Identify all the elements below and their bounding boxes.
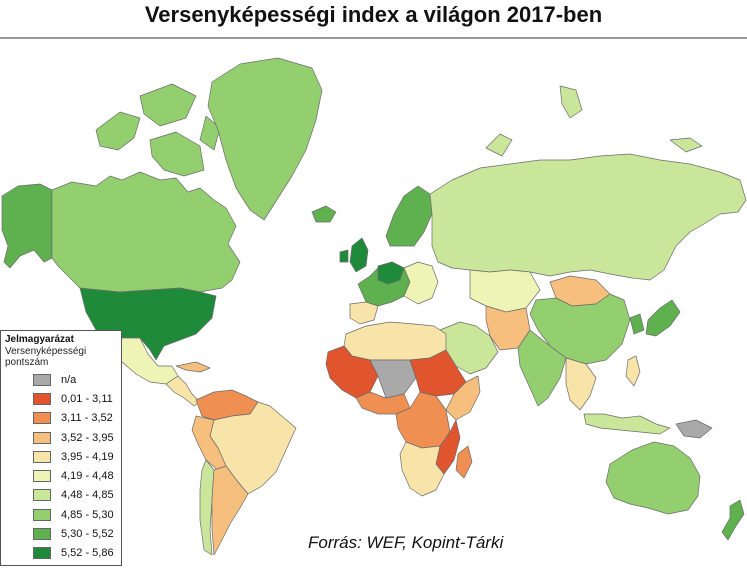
legend-row: 0,01 - 3,11 xyxy=(5,389,121,408)
legend-row: n/a xyxy=(5,370,121,389)
legend-row: 5,30 - 5,52 xyxy=(5,524,121,543)
legend-label: 3,11 - 3,52 xyxy=(61,412,113,425)
legend-items: n/a 0,01 - 3,11 3,11 - 3,52 3,52 - 3,95 3,95… xyxy=(5,370,121,563)
title-divider xyxy=(0,37,747,39)
region-argentina xyxy=(211,465,249,556)
legend-swatch xyxy=(33,547,51,560)
region-madagascar xyxy=(455,445,473,479)
legend-swatch xyxy=(33,431,51,444)
region-germany xyxy=(377,261,405,285)
legend-label: 4,85 - 5,30 xyxy=(61,508,114,521)
legend-label: n/a xyxy=(61,373,77,386)
region-gulf-guinea xyxy=(355,391,411,415)
legend-title: Jelmagyarázat xyxy=(5,334,74,345)
legend-row: 4,48 - 4,85 xyxy=(5,486,121,505)
region-india xyxy=(517,329,567,407)
legend-swatch xyxy=(33,392,51,405)
region-caribbean xyxy=(175,361,211,373)
region-eastern-europe xyxy=(403,261,439,305)
region-australia xyxy=(605,441,701,515)
region-arctic-islands xyxy=(95,83,221,177)
region-iceland xyxy=(311,205,337,223)
legend-row: 3,52 - 3,95 xyxy=(5,428,121,447)
map-title: Versenyképességi index a világon 2017-be… xyxy=(144,2,603,27)
region-sahel xyxy=(369,359,417,399)
region-new-zealand xyxy=(721,499,745,541)
region-scandinavia xyxy=(385,185,433,247)
region-russia-islands xyxy=(485,85,703,157)
legend-swatch xyxy=(33,470,51,483)
legend-subtitle-line1: Versenyképességi xyxy=(5,346,87,357)
region-central-america xyxy=(165,375,201,407)
source-note: Forrás: WEF, Kopint-Tárki xyxy=(308,533,504,552)
region-philippines xyxy=(625,355,641,387)
region-central-asia xyxy=(469,269,541,313)
region-japan xyxy=(645,299,681,337)
legend-subtitle-line2: pontszám xyxy=(5,357,49,368)
legend-label: 5,30 - 5,52 xyxy=(61,528,114,541)
region-uk xyxy=(339,237,369,273)
region-alaska xyxy=(1,183,53,269)
legend-row: 5,52 - 5,86 xyxy=(5,544,121,563)
region-greenland xyxy=(207,57,323,221)
legend-label: 3,95 - 4,19 xyxy=(61,450,114,463)
legend-row: 3,11 - 3,52 xyxy=(5,409,121,428)
map-legend: Jelmagyarázat Versenyképességi pontszám … xyxy=(0,330,122,566)
legend-swatch xyxy=(33,373,51,386)
world-map xyxy=(1,57,747,556)
legend-label: 5,52 - 5,86 xyxy=(61,547,114,560)
region-png xyxy=(675,419,713,439)
region-southeast-asia xyxy=(565,357,597,411)
region-canada xyxy=(51,171,241,293)
legend-swatch xyxy=(33,489,51,502)
region-korea xyxy=(629,313,645,335)
region-iberia xyxy=(349,301,379,325)
legend-label: 4,19 - 4,48 xyxy=(61,470,114,483)
legend-swatch xyxy=(33,450,51,463)
legend-swatch xyxy=(33,508,51,521)
legend-label: 4,48 - 4,85 xyxy=(61,489,114,502)
region-china xyxy=(529,293,631,365)
legend-row: 3,95 - 4,19 xyxy=(5,447,121,466)
legend-row: 4,85 - 5,30 xyxy=(5,505,121,524)
legend-row: 4,19 - 4,48 xyxy=(5,466,121,485)
region-horn-of-africa xyxy=(445,375,481,421)
region-southern-africa xyxy=(399,441,445,497)
legend-label: 0,01 - 3,11 xyxy=(61,392,113,405)
region-russia xyxy=(429,153,747,281)
legend-swatch xyxy=(33,412,51,425)
region-indonesia xyxy=(583,413,671,435)
region-north-africa xyxy=(343,321,447,361)
legend-swatch xyxy=(33,528,51,541)
legend-label: 3,52 - 3,95 xyxy=(61,431,114,444)
